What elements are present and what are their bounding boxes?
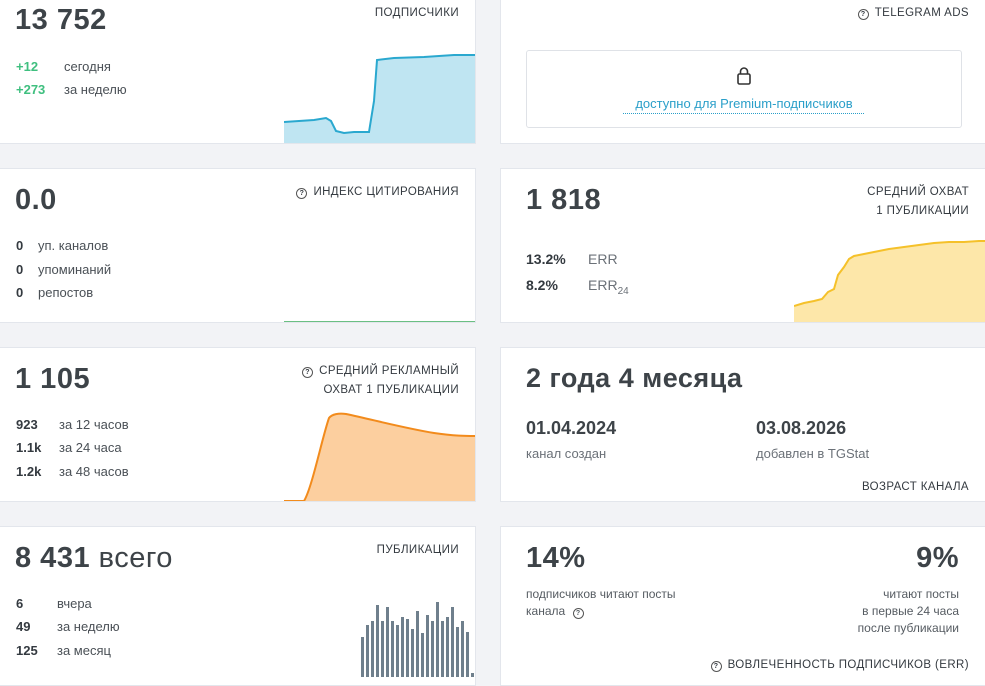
engagement-card[interactable]: 14% подписчиков читают посты канала ? 9%… — [500, 526, 985, 686]
subscribers-value: 13 752 — [15, 4, 107, 36]
help-icon[interactable]: ? — [572, 608, 584, 619]
engagement-left-value: 14% — [526, 542, 586, 574]
publication-bar — [421, 633, 424, 677]
publication-bar — [416, 611, 419, 677]
publications-month: 125 за месяц — [16, 643, 111, 658]
avg-reach-card[interactable]: 1 818 СРЕДНИЙ ОХВАТ 1 ПУБЛИКАЦИИ 13.2% ERR… — [500, 168, 985, 323]
premium-link-underline — [623, 113, 864, 114]
publication-bar — [461, 621, 464, 677]
engagement-left-text: подписчиков читают посты канала ? — [526, 587, 676, 619]
publications-yesterday: 6 вчера — [16, 596, 92, 611]
avg-reach-label: СРЕДНИЙ ОХВАТ 1 ПУБЛИКАЦИИ — [867, 186, 969, 217]
engagement-right-value: 9% — [916, 542, 959, 574]
created-label: канал создан — [526, 446, 607, 461]
citation-value: 0.0 — [15, 184, 57, 216]
engagement-label: ? ВОВЛЕЧЕННОСТЬ ПОДПИСЧИКОВ (ERR) — [710, 656, 969, 675]
publication-bar — [371, 621, 374, 677]
publication-bar — [471, 673, 474, 677]
citation-chart — [284, 321, 475, 322]
ad-reach-24h: 1.1k за 24 часа — [16, 440, 122, 455]
publication-bar — [381, 621, 384, 677]
ad-reach-value: 1 105 — [15, 363, 91, 395]
channel-age-card[interactable]: 2 года 4 месяца 01.04.2024 канал создан … — [500, 347, 985, 502]
premium-link[interactable]: доступно для Premium-подписчиков — [635, 96, 853, 111]
err-stat: 13.2% ERR — [526, 251, 618, 267]
subscribers-label: ПОДПИСЧИКИ — [374, 7, 459, 19]
ad-reach-card[interactable]: 1 105 ? СРЕДНИЙ РЕКЛАМНЫЙ ОХВАТ 1 ПУБЛИКА… — [0, 347, 476, 502]
publication-bar — [441, 621, 444, 677]
publication-bar — [391, 621, 394, 677]
subscribers-week: +273 за неделю — [16, 82, 127, 97]
publication-bar — [366, 625, 369, 677]
citation-channels: 0 уп. каналов — [16, 238, 109, 253]
publication-bar — [406, 619, 409, 677]
ad-reach-48h: 1.2k за 48 часов — [16, 464, 129, 479]
avg-reach-value: 1 818 — [526, 184, 602, 216]
publications-label: ПУБЛИКАЦИИ — [376, 544, 459, 556]
publication-bar — [411, 629, 414, 677]
premium-box[interactable]: доступно для Premium-подписчиков — [526, 50, 962, 128]
publication-bar — [466, 632, 469, 677]
publication-bar — [386, 607, 389, 677]
lock-icon — [737, 67, 751, 85]
publication-bar — [426, 615, 429, 677]
created-date: 01.04.2024 — [526, 418, 617, 438]
citation-reposts: 0 репостов — [16, 285, 94, 300]
publications-value: 8 431 всего — [15, 542, 173, 574]
publication-bar — [436, 602, 439, 677]
subscribers-chart — [284, 54, 475, 143]
telegram-ads-card[interactable]: ? TELEGRAM ADS доступно для Premium-подпи… — [500, 0, 985, 144]
citation-label: ? ИНДЕКС ЦИТИРОВАНИЯ — [296, 183, 459, 202]
err24-stat: 8.2% ERR24 — [526, 277, 629, 297]
publication-bar — [456, 627, 459, 677]
publication-bar — [396, 625, 399, 677]
telegram-ads-label: ? TELEGRAM ADS — [857, 4, 969, 23]
engagement-right-text: читают посты в первые 24 часа после публ… — [857, 587, 959, 635]
ad-reach-chart — [284, 412, 475, 501]
citation-card[interactable]: 0.0 ? ИНДЕКС ЦИТИРОВАНИЯ 0 уп. каналов 0 уп… — [0, 168, 476, 323]
subscribers-card[interactable]: 13 752 ПОДПИСЧИКИ +12 сегодня +273 за неде… — [0, 0, 476, 144]
channel-age-label: ВОЗРАСТ КАНАЛА — [861, 481, 969, 493]
added-label: добавлен в TGStat — [756, 446, 870, 461]
help-icon[interactable]: ? — [857, 9, 869, 20]
publication-bar — [431, 621, 434, 677]
ad-reach-label: ? СРЕДНИЙ РЕКЛАМНЫЙ ОХВАТ 1 ПУБЛИКАЦИИ — [302, 362, 459, 400]
publication-bar — [446, 617, 449, 677]
ad-reach-12h: 923 за 12 часов — [16, 417, 129, 432]
channel-age-value: 2 года 4 месяца — [526, 363, 743, 393]
help-icon[interactable]: ? — [302, 367, 314, 378]
publications-chart — [361, 602, 474, 677]
publication-bar — [361, 637, 364, 677]
subscribers-today: +12 сегодня — [16, 59, 111, 74]
publications-week: 49 за неделю — [16, 619, 120, 634]
publication-bar — [376, 605, 379, 677]
added-date: 03.08.2026 — [756, 418, 847, 438]
publication-bar — [401, 617, 404, 677]
citation-mentions: 0 упоминаний — [16, 262, 112, 277]
publications-card[interactable]: 8 431 всего ПУБЛИКАЦИИ 6 вчера 49 за недел… — [0, 526, 476, 686]
avg-reach-chart — [794, 240, 985, 322]
help-icon[interactable]: ? — [710, 661, 722, 672]
help-icon[interactable]: ? — [296, 188, 308, 199]
publication-bar — [451, 607, 454, 677]
